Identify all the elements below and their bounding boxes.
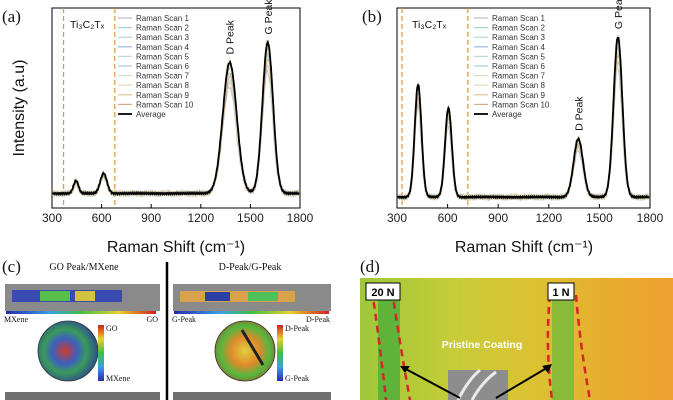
b-legend-label-8: Raman Scan 8 — [492, 81, 545, 90]
panel-d-tag-20n-box — [365, 282, 401, 301]
panel-d-arrow-left-head — [400, 366, 410, 373]
b-legend-label-5: Raman Scan 5 — [492, 52, 545, 61]
b-xtick-label: 1500 — [586, 211, 613, 225]
panel-d-label: (d) — [360, 257, 380, 276]
panel-c-left-scale-bottom: MXene — [106, 374, 130, 383]
panel-d-arrow-right-head — [542, 364, 552, 373]
panel-c-right-circle-map — [214, 320, 276, 382]
a-legend-label-1: Raman Scan 1 — [136, 14, 189, 23]
panel-c-left-circle-map — [37, 320, 99, 382]
a-legend-label-7: Raman Scan 7 — [136, 72, 189, 81]
panel-c-label: (c) — [2, 257, 21, 276]
b-annotation-1: D Peak — [573, 96, 585, 131]
panel-c-right-bar-min: G-Peak — [172, 315, 196, 324]
panel-c-left-bottom-strip — [5, 392, 160, 400]
a-legend-label-9: Raman Scan 9 — [136, 91, 189, 100]
panel-d-scratch-map: (d) 20 N 1 N Pristine Coating — [360, 257, 673, 400]
panel-c-right-colorbar — [174, 311, 329, 314]
panel-c-left-strip-green — [40, 291, 70, 301]
panel-b-xlabel: Raman Shift (cm⁻¹) — [455, 239, 593, 256]
panel-c-right-circle-scratch — [240, 329, 265, 366]
a-legend-label-5: Raman Scan 5 — [136, 52, 189, 61]
panel-d-dash-3 — [546, 294, 554, 400]
panel-a-raman-plot: (a) 300 600 900 1200 1500 1800 Ti₃C₂Tₓ D Peak… — [2, 0, 314, 256]
panel-c-left-bar-max: GO — [146, 315, 158, 324]
a-legend-label-10: Raman Scan 10 — [136, 100, 194, 109]
panel-b-material-label: Ti₃C₂Tₓ — [412, 19, 447, 31]
panel-b-label: (b) — [362, 7, 382, 26]
panel-c-right-strip-map — [180, 291, 295, 302]
panel-c-left-scale-top: GO — [106, 324, 118, 333]
panel-c-right-bottom-strip — [173, 392, 331, 400]
a-legend-label-3: Raman Scan 3 — [136, 33, 189, 42]
b-xtick-label: 600 — [438, 211, 458, 225]
b-legend-label-9: Raman Scan 9 — [492, 91, 545, 100]
a-annotation-2: G Peak — [263, 0, 275, 35]
a-xtick-label: 1200 — [187, 211, 214, 225]
panel-c-raman-maps: (c) GO Peak/MXene MXene GO GO MXene D-Pe… — [2, 257, 331, 400]
panel-a-frame — [51, 7, 301, 209]
a-xtick-label: 900 — [141, 211, 161, 225]
panel-d-scratch-1n — [552, 292, 574, 400]
panel-a-label: (a) — [2, 7, 21, 26]
a-legend-label-8: Raman Scan 8 — [136, 81, 189, 90]
a-legend-label-2: Raman Scan 2 — [136, 24, 189, 33]
panel-c-left-strip-yellow — [75, 291, 95, 301]
panel-c-right-scale — [277, 325, 283, 381]
panel-a-ylabel: Intensity (a.u) — [11, 60, 28, 157]
panel-c-left-bar-min: MXene — [4, 315, 28, 324]
panel-c-right-title: D-Peak/G-Peak — [219, 262, 282, 273]
panel-c-right-bar-max: D-Peak — [306, 315, 330, 324]
b-legend-label-7: Raman Scan 7 — [492, 72, 545, 81]
a-legend-label-4: Raman Scan 4 — [136, 43, 189, 52]
panel-b-raman-plot: (b) 300 600 900 1200 1500 1800 Ti₃C₂Tₓ D Peak… — [362, 0, 664, 256]
panel-a-average-line — [52, 39, 300, 197]
panel-b-average-line — [397, 37, 650, 200]
b-xtick-label: 300 — [387, 211, 407, 225]
a-xtick-label: 600 — [92, 211, 112, 225]
a-legend-label-6: Raman Scan 6 — [136, 62, 189, 71]
a-xtick-label: 1500 — [237, 211, 264, 225]
panel-c-left-colorbar — [6, 311, 156, 314]
b-legend-label-2: Raman Scan 2 — [492, 24, 545, 33]
b-legend-label-6: Raman Scan 6 — [492, 62, 545, 71]
panel-a-material-label: Ti₃C₂Tₓ — [70, 19, 105, 31]
panel-d-inset-track-2 — [470, 370, 497, 400]
panel-c-left-scale — [98, 325, 104, 381]
panel-d-arrow-right — [495, 365, 551, 399]
b-legend-label-3: Raman Scan 3 — [492, 33, 545, 42]
b-legend-label-4: Raman Scan 4 — [492, 43, 545, 52]
panel-a-xlabel: Raman Shift (cm⁻¹) — [107, 239, 245, 256]
panel-b-frame — [396, 7, 651, 209]
b-legend-label-11: Average — [492, 110, 522, 119]
panel-d-dash-2 — [390, 289, 412, 400]
b-xtick-label: 1200 — [535, 211, 562, 225]
panel-d-arrow-left — [401, 366, 461, 399]
a-xtick-label: 300 — [42, 211, 62, 225]
panel-c-left-title: GO Peak/MXene — [49, 262, 119, 273]
panel-c-right-scale-bottom: G-Peak — [285, 374, 309, 383]
panel-c-right-strip-green — [248, 292, 278, 301]
panel-c-right-strip-blue — [205, 292, 230, 301]
a-legend-label-11: Average — [136, 110, 166, 119]
panel-d-center-text: Pristine Coating — [442, 339, 523, 351]
panel-d-dash-1 — [370, 289, 388, 400]
b-xtick-label: 1800 — [637, 211, 664, 225]
b-legend-label-10: Raman Scan 10 — [492, 100, 550, 109]
a-xtick-label: 1800 — [287, 211, 314, 225]
panel-d-tag-1n: 1 N — [552, 287, 569, 299]
panel-d-scratch-20n — [378, 290, 400, 400]
panel-d-heatmap — [360, 278, 673, 400]
panel-d-dash-4 — [574, 294, 592, 400]
panel-d-inset-image — [448, 370, 508, 400]
panel-d-tag-1n-box — [547, 282, 575, 301]
b-xtick-label: 900 — [488, 211, 508, 225]
b-annotation-2: G Peak — [613, 0, 625, 29]
panel-c-right-scale-top: D-Peak — [285, 324, 309, 333]
b-legend-label-1: Raman Scan 1 — [492, 14, 545, 23]
panel-d-tag-20n: 20 N — [371, 287, 394, 299]
a-annotation-1: D Peak — [225, 19, 237, 54]
